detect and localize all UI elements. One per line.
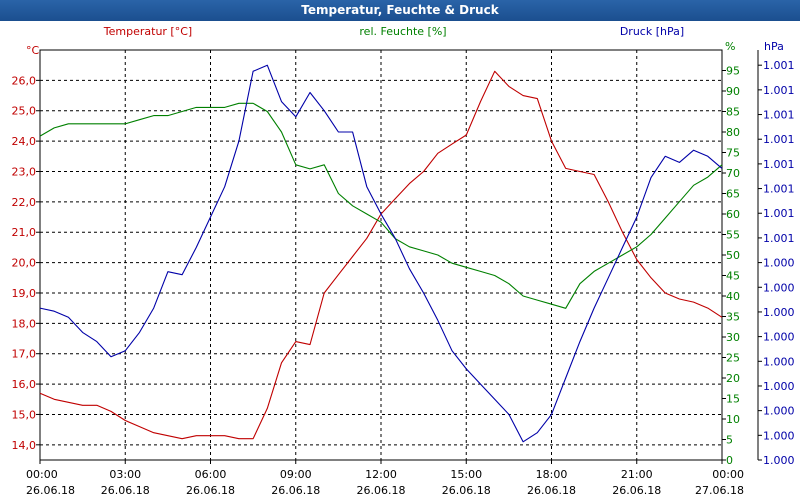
humidity-tick-label: 95 [726, 65, 740, 78]
humidity-tick-label: 0 [726, 454, 733, 467]
temperature-tick-label: 25,0 [12, 105, 37, 118]
pressure-tick-label: 1.000 [763, 380, 795, 393]
pressure-tick-label: 1.001 [763, 84, 795, 97]
humidity-tick-label: 90 [726, 85, 740, 98]
pressure-tick-label: 1.000 [763, 405, 795, 418]
temperature-tick-label: 22,0 [12, 196, 37, 209]
pressure-tick-label: 1.001 [763, 158, 795, 171]
x-tick-time: 09:00 [280, 468, 312, 481]
temperature-tick-label: 26,0 [12, 74, 37, 87]
x-tick-time: 18:00 [536, 468, 568, 481]
humidity-tick-label: 40 [726, 290, 740, 303]
pressure-tick-label: 1.000 [763, 281, 795, 294]
pressure-tick-label: 1.001 [763, 59, 795, 72]
pressure-tick-label: 1.000 [763, 257, 795, 270]
x-tick-date: 26.06.18 [186, 484, 235, 497]
x-tick-date: 26.06.18 [357, 484, 406, 497]
x-tick-date: 26.06.18 [271, 484, 320, 497]
x-tick-time: 06:00 [195, 468, 227, 481]
humidity-tick-label: 10 [726, 413, 740, 426]
pressure-tick-label: 1.000 [763, 331, 795, 344]
humidity-tick-label: 55 [726, 229, 740, 242]
temperature-tick-label: 19,0 [12, 287, 37, 300]
x-tick-date: 27.06.18 [695, 484, 744, 497]
temperature-tick-label: 18,0 [12, 317, 37, 330]
x-tick-time: 12:00 [365, 468, 397, 481]
humidity-tick-label: 25 [726, 352, 740, 365]
x-tick-time: 15:00 [450, 468, 482, 481]
x-tick-date: 26.06.18 [527, 484, 576, 497]
humidity-tick-label: 75 [726, 147, 740, 160]
x-tick-date: 26.06.18 [101, 484, 150, 497]
temperature-tick-label: 15,0 [12, 408, 37, 421]
temperature-tick-label: 16,0 [12, 378, 37, 391]
humidity-tick-label: 65 [726, 188, 740, 201]
pressure-tick-label: 1.001 [763, 109, 795, 122]
humidity-tick-label: 35 [726, 311, 740, 324]
pressure-tick-label: 1.000 [763, 306, 795, 319]
x-tick-time: 03:00 [109, 468, 141, 481]
pressure-tick-label: 1.000 [763, 355, 795, 368]
pressure-unit: hPa [764, 40, 784, 53]
humidity-tick-label: 45 [726, 270, 740, 283]
pressure-tick-label: 1.001 [763, 183, 795, 196]
chart-plot: 14,0 15,0 16,0 17,0 18,0 19,0 20,0 21,0 22,0 23,0… [12, 25, 795, 497]
humidity-tick-label: 80 [726, 126, 740, 139]
legend-temperature: Temperatur [°C] [103, 25, 192, 38]
pressure-tick-label: 1.001 [763, 207, 795, 220]
x-tick-time: 00:00 [26, 468, 58, 481]
x-tick-time: 00:00 [712, 468, 744, 481]
humidity-tick-label: 70 [726, 167, 740, 180]
temperature-tick-label: 20,0 [12, 257, 37, 270]
humidity-tick-label: 30 [726, 331, 740, 344]
temperature-tick-label: 23,0 [12, 165, 37, 178]
temperature-tick-label: 24,0 [12, 135, 37, 148]
legend-pressure: Druck [hPa] [620, 25, 684, 38]
pressure-tick-label: 1.000 [763, 454, 795, 467]
x-tick-date: 26.06.18 [26, 484, 75, 497]
temperature-tick-label: 17,0 [12, 348, 37, 361]
x-tick-date: 26.06.18 [442, 484, 491, 497]
humidity-tick-label: 15 [726, 393, 740, 406]
x-tick-time: 21:00 [621, 468, 653, 481]
humidity-unit: % [725, 40, 735, 53]
humidity-tick-label: 50 [726, 249, 740, 262]
pressure-tick-label: 1.001 [763, 133, 795, 146]
temperature-unit: °C [26, 44, 40, 57]
chart-title: Temperatur, Feuchte & Druck [0, 0, 800, 21]
humidity-tick-label: 20 [726, 372, 740, 385]
series-line-pressure [39, 64, 723, 443]
humidity-tick-label: 5 [726, 434, 733, 447]
temperature-tick-label: 21,0 [12, 226, 37, 239]
legend-humidity: rel. Feuchte [%] [359, 25, 446, 38]
temperature-tick-label: 14,0 [12, 439, 37, 452]
humidity-tick-label: 60 [726, 208, 740, 221]
pressure-tick-label: 1.001 [763, 232, 795, 245]
humidity-tick-label: 85 [726, 106, 740, 119]
series-line-humidity [39, 102, 723, 309]
pressure-tick-label: 1.000 [763, 429, 795, 442]
x-tick-date: 26.06.18 [612, 484, 661, 497]
